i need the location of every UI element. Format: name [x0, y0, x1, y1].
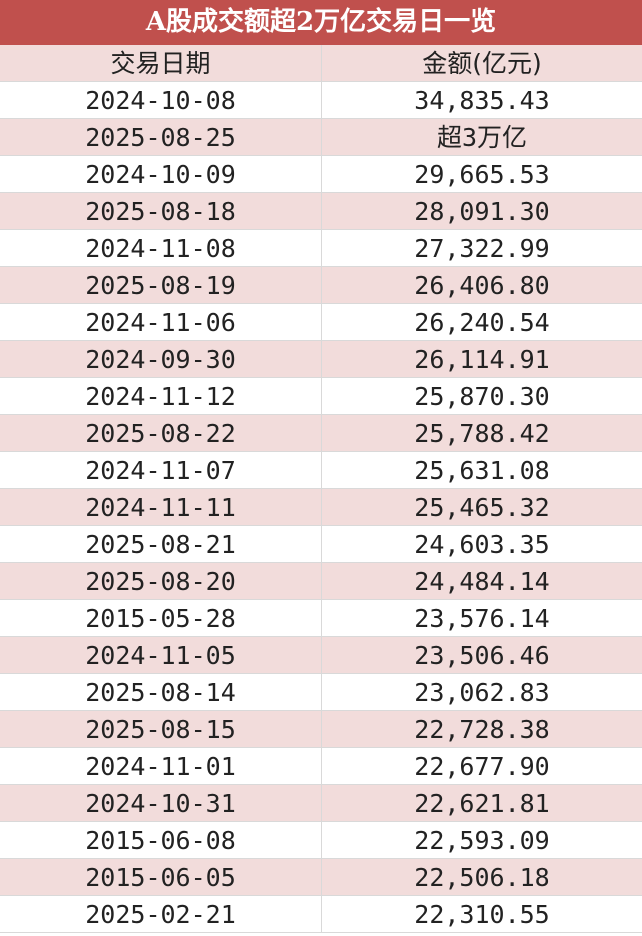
date-cell: 2025-08-22: [0, 415, 322, 451]
table-row: 2025-08-20 24,484.14: [0, 563, 642, 600]
amount-cell: 34,835.43: [414, 86, 550, 115]
table-row: 2025-08-21 24,603.35: [0, 526, 642, 563]
amount-cell: 22,728.38: [414, 715, 550, 744]
amount-cell: 22,621.81: [414, 789, 550, 818]
table-row: 2024-09-30 26,114.91: [0, 341, 642, 378]
table: 交易日期 金额(亿元) 2024-10-08 34,835.43 2025-08-2…: [0, 45, 642, 933]
date-cell: 2025-08-15: [0, 711, 322, 747]
table-row: 2024-11-06 26,240.54: [0, 304, 642, 341]
amount-cell: 25,631.08: [414, 456, 550, 485]
date-cell: 2024-10-31: [0, 785, 322, 821]
amount-cell: 26,114.91: [414, 345, 550, 374]
amount-cell: 26,240.54: [414, 308, 550, 337]
amount-cell: 23,506.46: [414, 641, 550, 670]
amount-cell: 25,870.30: [414, 382, 550, 411]
date-cell: 2025-08-25: [0, 119, 322, 155]
table-row: 2025-08-14 23,062.83: [0, 674, 642, 711]
table-row: 2025-08-22 25,788.42: [0, 415, 642, 452]
date-cell: 2024-11-06: [0, 304, 322, 340]
amount-cell: 22,506.18: [414, 863, 550, 892]
amount-cell: 23,576.14: [414, 604, 550, 633]
amount-cell: 24,484.14: [414, 567, 550, 596]
date-cell: 2024-11-12: [0, 378, 322, 414]
date-cell: 2024-10-08: [0, 82, 322, 118]
amount-cell: 27,322.99: [414, 234, 550, 263]
table-row: 2024-11-08 27,322.99: [0, 230, 642, 267]
amount-cell: 22,677.90: [414, 752, 550, 781]
table-row: 2025-08-15 22,728.38: [0, 711, 642, 748]
amount-cell: 22,310.55: [414, 900, 550, 929]
table-row: 2025-02-21 22,310.55: [0, 896, 642, 933]
table-row: 2024-11-12 25,870.30: [0, 378, 642, 415]
header-cell: 金额(亿元): [422, 49, 542, 78]
table-row: 2025-08-25 超3万亿: [0, 119, 642, 156]
table-row: 2015-05-28 23,576.14: [0, 600, 642, 637]
date-cell: 2015-06-08: [0, 822, 322, 858]
date-cell: 2025-08-19: [0, 267, 322, 303]
table-row: 2024-10-31 22,621.81: [0, 785, 642, 822]
date-cell: 2025-08-20: [0, 563, 322, 599]
amount-cell: 22,593.09: [414, 826, 550, 855]
amount-cell: 25,465.32: [414, 493, 550, 522]
table-row: 2024-10-09 29,665.53: [0, 156, 642, 193]
header-row: 交易日期 金额(亿元): [0, 45, 642, 82]
date-cell: 2015-05-28: [0, 600, 322, 636]
table-row: 2024-11-05 23,506.46: [0, 637, 642, 674]
amount-cell: 26,406.80: [414, 271, 550, 300]
table-row: 2025-08-18 28,091.30: [0, 193, 642, 230]
date-cell: 2025-08-21: [0, 526, 322, 562]
table-row: 2015-06-05 22,506.18: [0, 859, 642, 896]
amount-cell: 28,091.30: [414, 197, 550, 226]
table-row: 2015-06-08 22,593.09: [0, 822, 642, 859]
date-cell: 2024-10-09: [0, 156, 322, 192]
date-cell: 2024-09-30: [0, 341, 322, 377]
amount-cell: 25,788.42: [414, 419, 550, 448]
table-row: 2024-11-01 22,677.90: [0, 748, 642, 785]
date-cell: 2024-11-07: [0, 452, 322, 488]
table-title: A股成交额超2万亿交易日一览: [0, 0, 642, 45]
date-cell: 2025-08-14: [0, 674, 322, 710]
date-cell: 2015-06-05: [0, 859, 322, 895]
table-row: 2024-11-11 25,465.32: [0, 489, 642, 526]
amount-cell: 29,665.53: [414, 160, 550, 189]
date-cell: 2024-11-05: [0, 637, 322, 673]
amount-cell: 23,062.83: [414, 678, 550, 707]
amount-cell: 超3万亿: [436, 123, 528, 152]
date-cell: 2025-08-18: [0, 193, 322, 229]
table-row: 2024-10-08 34,835.43: [0, 82, 642, 119]
amount-cell: 24,603.35: [414, 530, 550, 559]
table-row: 2025-08-19 26,406.80: [0, 267, 642, 304]
header-cell: 交易日期: [0, 45, 322, 81]
date-cell: 2024-11-01: [0, 748, 322, 784]
date-cell: 2024-11-11: [0, 489, 322, 525]
date-cell: 2024-11-08: [0, 230, 322, 266]
table-row: 2024-11-07 25,631.08: [0, 452, 642, 489]
date-cell: 2025-02-21: [0, 896, 322, 932]
